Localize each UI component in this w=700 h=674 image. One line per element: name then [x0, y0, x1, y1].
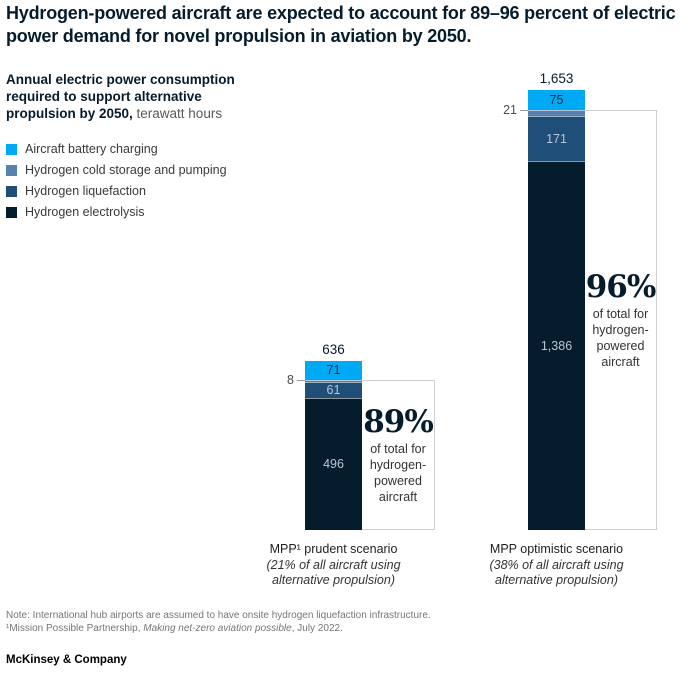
- legend-label: Hydrogen electrolysis: [25, 205, 145, 219]
- source-line: ¹Mission Possible Partnership, Making ne…: [6, 623, 606, 636]
- legend-item-1: Hydrogen cold storage and pumping: [6, 162, 227, 183]
- mckinsey-logo: McKinsey & Company: [6, 654, 127, 666]
- chart-subtitle-unit: terawatt hours: [132, 106, 223, 121]
- source-prefix: ¹Mission Possible Partnership,: [6, 622, 144, 634]
- callout-description: of total for hydrogen-powered aircraft: [592, 306, 649, 369]
- stacked-bar: 71 61 496: [305, 360, 362, 530]
- source-italic: Making net-zero aviation possible: [143, 622, 292, 634]
- legend-label: Hydrogen cold storage and pumping: [25, 163, 227, 177]
- bar-value-label: 61: [326, 383, 341, 398]
- bar-segment-2: 171: [528, 115, 585, 162]
- bar-segment-3: 496: [305, 397, 362, 530]
- page-title: Hydrogen-powered aircraft are expected t…: [6, 3, 676, 46]
- legend-item-2: Hydrogen liquefaction: [6, 183, 227, 204]
- legend-label: Hydrogen liquefaction: [25, 184, 146, 198]
- legend-swatch-icon: [6, 165, 17, 176]
- bar-segment-2: 61: [305, 381, 362, 398]
- chart-subtitle-bold: Annual electric power consumption requir…: [6, 72, 235, 121]
- source-suffix: , July 2022.: [291, 622, 343, 634]
- side-tick-label: 21: [503, 102, 517, 117]
- stacked-bar: 75 171 1,386: [528, 90, 585, 530]
- bar-segment-1: [528, 109, 585, 116]
- callout-box: 89% of total for hydrogen-powered aircraf…: [362, 379, 435, 530]
- bar-segment-3: 1,386: [528, 161, 585, 530]
- callout-box: 96% of total for hydrogen-powered aircraf…: [585, 109, 657, 530]
- category-label: MPP¹ prudent scenario (21% of all aircraf…: [247, 542, 421, 589]
- legend-item-0: Aircraft battery charging: [6, 141, 227, 162]
- legend-swatch-icon: [6, 144, 17, 155]
- bar-segment-0: 71: [305, 360, 362, 380]
- callout-percent: 89%: [363, 403, 434, 440]
- side-tick: [297, 379, 305, 381]
- category-sublabel: (38% of all aircraft using alternative p…: [489, 557, 624, 588]
- legend-label: Aircraft battery charging: [25, 142, 158, 156]
- callout-description: of total for hydrogen-powered aircraft: [369, 441, 427, 504]
- bar-total-label: 636: [322, 341, 345, 357]
- legend-swatch-icon: [6, 186, 17, 197]
- side-tick: [520, 109, 528, 111]
- legend: Aircraft battery charging Hydrogen cold s…: [6, 141, 227, 225]
- bar-value-label: 75: [549, 92, 564, 107]
- chart-subtitle: Annual electric power consumption requir…: [6, 71, 261, 122]
- callout-percent: 96%: [585, 268, 657, 305]
- bar-segment-1: [305, 379, 362, 382]
- category-sublabel: (21% of all aircraft using alternative p…: [266, 557, 401, 588]
- category-label-main: MPP¹ prudent scenario: [269, 542, 398, 556]
- bar-value-label: 1,386: [540, 338, 573, 353]
- bar-total-label: 1,653: [539, 71, 574, 86]
- side-tick-label: 8: [287, 372, 294, 387]
- bar-value-label: 71: [326, 362, 341, 377]
- bar-segment-0: 75: [528, 90, 585, 110]
- legend-swatch-icon: [6, 207, 17, 218]
- bar-value-label: 496: [323, 457, 344, 472]
- category-label: MPP optimistic scenario (38% of all aircr…: [470, 542, 644, 589]
- legend-item-3: Hydrogen electrolysis: [6, 204, 227, 225]
- category-label-main: MPP optimistic scenario: [489, 542, 624, 556]
- note-line: Note: International hub airports are ass…: [6, 610, 431, 621]
- bar-value-label: 171: [546, 131, 567, 146]
- footnotes: Note: International hub airports are ass…: [6, 610, 606, 635]
